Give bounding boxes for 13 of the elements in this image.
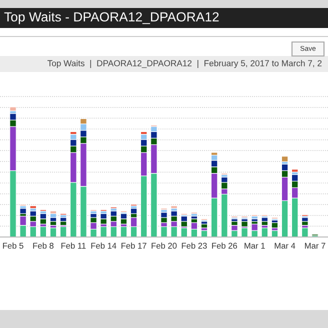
x-tick-label: Feb 8: [33, 242, 54, 249]
x-tick-label: Feb 26: [212, 242, 238, 249]
x-tick-label: Feb 20: [152, 242, 177, 249]
x-tick-label: Feb 14: [91, 242, 116, 249]
x-tick-label: Feb 23: [182, 242, 207, 249]
chart-title: Top Waits - DPAORA12_DPAORA12: [4, 12, 219, 24]
x-tick-label: Mar 4: [274, 242, 296, 249]
x-tick-label: Feb 11: [61, 242, 86, 249]
x-tick-label: Feb 17: [122, 242, 146, 249]
x-tick-label: Mar 1: [244, 242, 265, 249]
x-tick-label: Feb 5: [3, 242, 24, 249]
x-tick-label: Mar 7: [305, 242, 326, 249]
chart-subtitle: Top Waits | DPAORA12_DPAORA12 | February 5, 2017 to March 7, 2: [47, 60, 322, 68]
